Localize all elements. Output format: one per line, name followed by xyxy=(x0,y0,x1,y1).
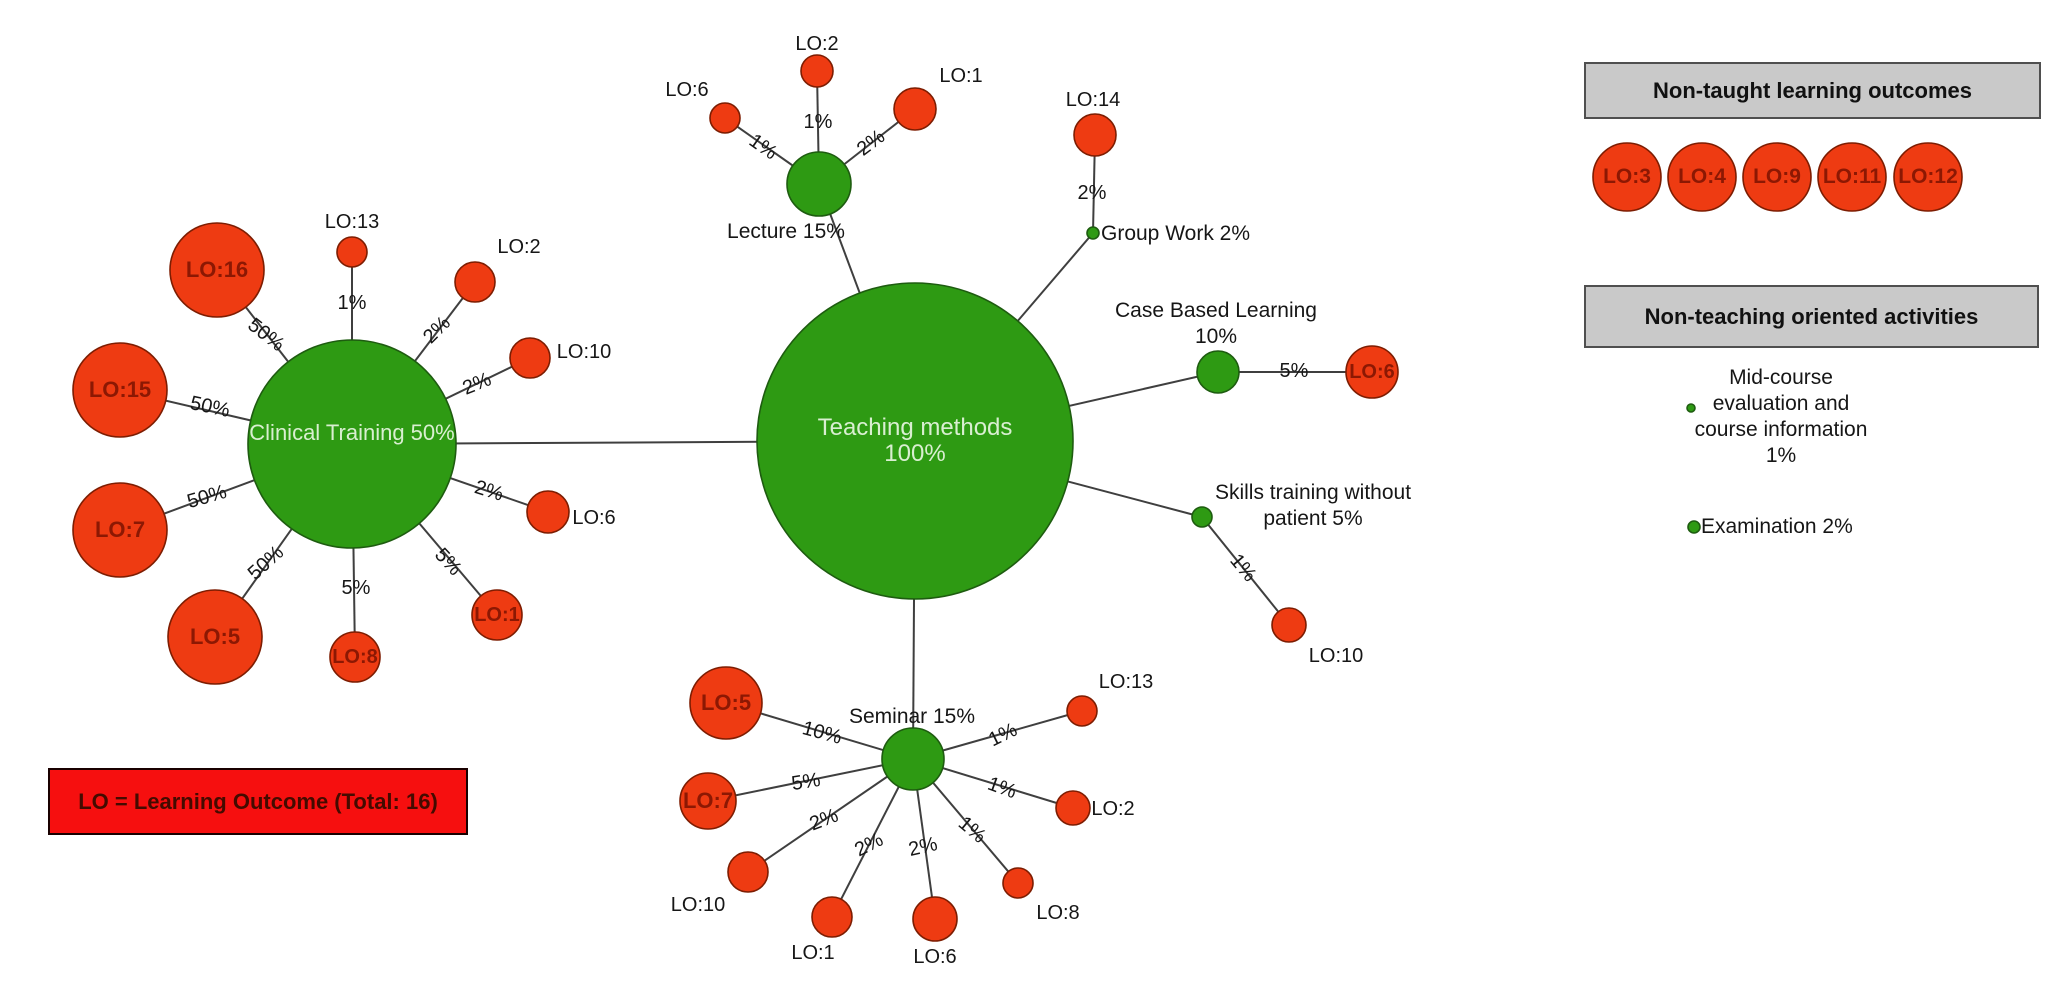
node-sem_lo5 xyxy=(689,666,763,740)
node-cl_lo8 xyxy=(329,631,381,683)
edge-seminar-sem_lo7 xyxy=(707,758,914,802)
node-sem_lo2 xyxy=(1055,790,1091,826)
node-cl_lo6 xyxy=(526,490,570,534)
node-nt_lo4 xyxy=(1667,142,1737,212)
node-gw_lo14 xyxy=(1073,113,1117,157)
node-midcourse_dot xyxy=(1686,403,1696,413)
non-teaching-activities-title: Non-teaching oriented activities xyxy=(1644,303,1979,329)
node-lec_lo1 xyxy=(893,87,937,131)
legend-text: LO = Learning Outcome (Total: 16) xyxy=(78,788,438,814)
node-sem_lo8 xyxy=(1002,867,1034,899)
node-sem_lo10 xyxy=(727,851,769,893)
node-clinical xyxy=(247,339,457,549)
node-cl_lo5 xyxy=(167,589,263,685)
node-cbl xyxy=(1196,350,1240,394)
node-groupwork xyxy=(1086,226,1100,240)
node-sem_lo13 xyxy=(1066,695,1098,727)
node-sem_lo1 xyxy=(811,896,853,938)
node-cl_lo13 xyxy=(336,236,368,268)
node-cl_lo15 xyxy=(72,342,168,438)
node-exam_dot xyxy=(1687,520,1701,534)
node-cl_lo1 xyxy=(471,589,523,641)
node-cl_lo10 xyxy=(509,337,551,379)
node-lec_lo2 xyxy=(800,54,834,88)
node-cbl_lo6 xyxy=(1345,345,1399,399)
node-skills xyxy=(1191,506,1213,528)
node-sem_lo7 xyxy=(679,772,737,830)
node-cl_lo7 xyxy=(72,482,168,578)
node-nt_lo11 xyxy=(1817,142,1887,212)
node-lecture xyxy=(786,151,852,217)
edge-skills-sk_lo10 xyxy=(1201,516,1290,626)
legend-box: LO = Learning Outcome (Total: 16) xyxy=(48,768,468,835)
edge-seminar-sem_lo10 xyxy=(747,758,914,873)
node-nt_lo9 xyxy=(1742,142,1812,212)
node-seminar xyxy=(881,727,945,791)
node-teaching xyxy=(756,282,1074,600)
node-lec_lo6 xyxy=(709,102,741,134)
non-taught-outcomes-header: Non-taught learning outcomes xyxy=(1584,62,2041,119)
non-teaching-activities-header: Non-teaching oriented activities xyxy=(1584,285,2039,348)
node-sem_lo6 xyxy=(912,896,958,942)
node-cl_lo2 xyxy=(454,261,496,303)
non-taught-outcomes-title: Non-taught learning outcomes xyxy=(1653,77,1972,103)
node-nt_lo3 xyxy=(1592,142,1662,212)
node-cl_lo16 xyxy=(169,222,265,318)
node-nt_lo12 xyxy=(1893,142,1963,212)
node-sk_lo10 xyxy=(1271,607,1307,643)
